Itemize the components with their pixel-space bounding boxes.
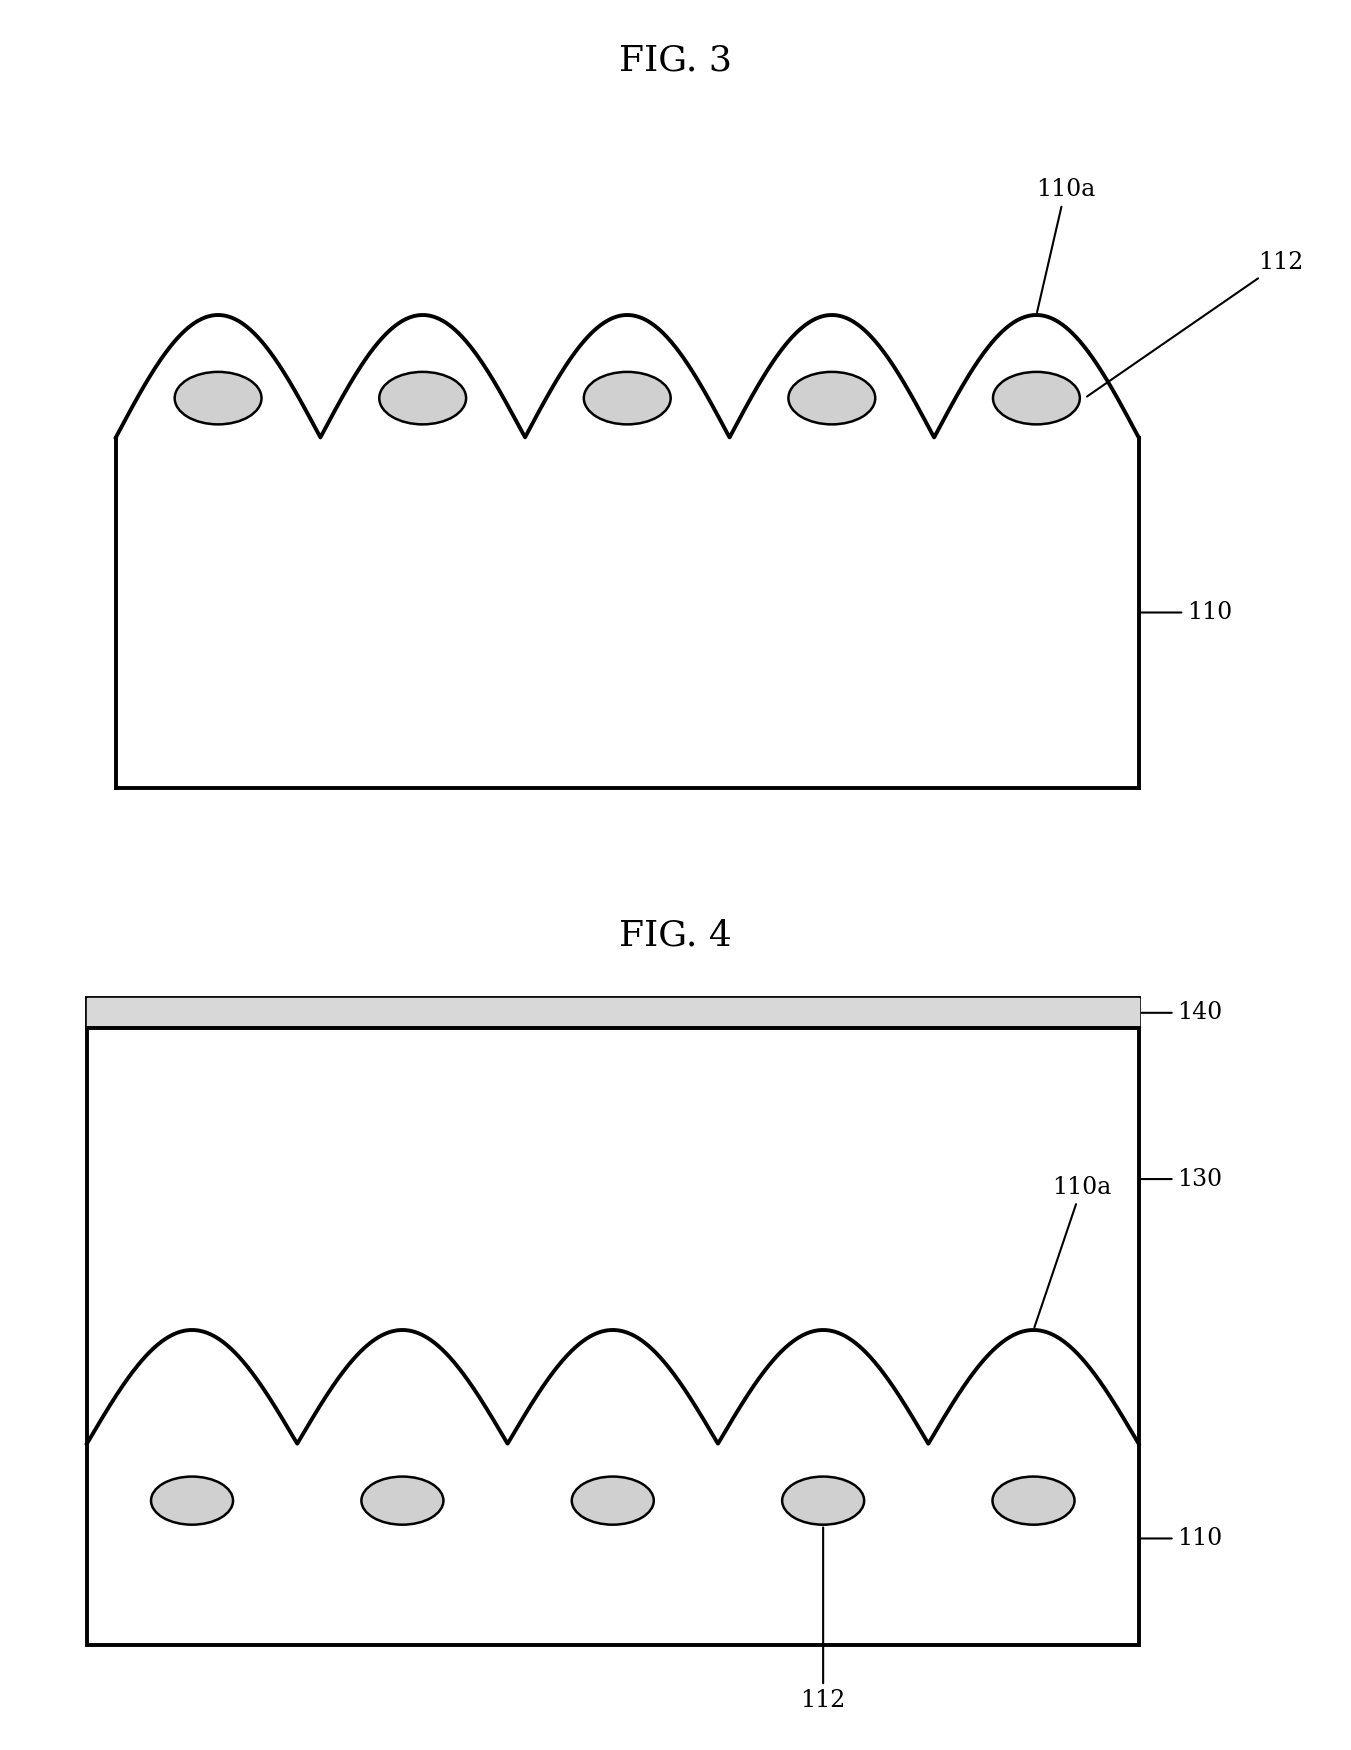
- Ellipse shape: [571, 1477, 654, 1524]
- Ellipse shape: [151, 1477, 234, 1524]
- Text: 140: 140: [1142, 1001, 1223, 1024]
- Ellipse shape: [789, 371, 875, 424]
- Text: 110a: 110a: [1036, 178, 1094, 312]
- Text: 130: 130: [1142, 1167, 1223, 1190]
- Ellipse shape: [993, 1477, 1074, 1524]
- Ellipse shape: [380, 371, 466, 424]
- Ellipse shape: [782, 1477, 865, 1524]
- Text: FIG. 3: FIG. 3: [619, 44, 732, 77]
- Text: 110: 110: [1142, 1528, 1223, 1550]
- Text: 112: 112: [1088, 250, 1304, 397]
- Bar: [86, 997, 1139, 1645]
- Text: 110: 110: [1142, 600, 1232, 625]
- Polygon shape: [116, 315, 1139, 788]
- Ellipse shape: [584, 371, 670, 424]
- Polygon shape: [86, 997, 1139, 1027]
- Text: 112: 112: [800, 1528, 846, 1712]
- Ellipse shape: [174, 371, 262, 424]
- Ellipse shape: [362, 1477, 443, 1524]
- Text: FIG. 4: FIG. 4: [619, 919, 732, 952]
- Ellipse shape: [993, 371, 1079, 424]
- Text: 110a: 110a: [1035, 1176, 1112, 1326]
